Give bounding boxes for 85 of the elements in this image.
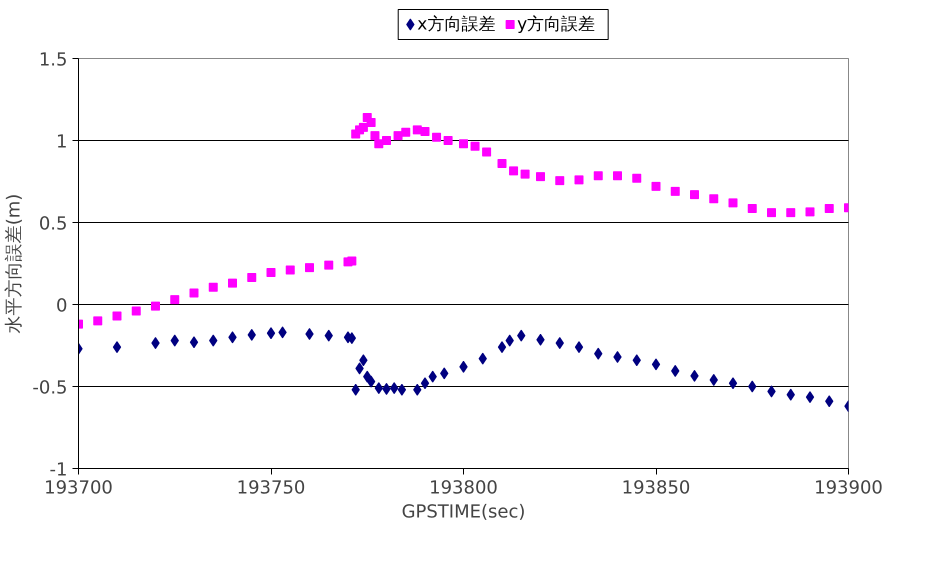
point [151,302,160,311]
point [190,336,198,348]
point [266,268,276,278]
y-tick-label: 0 [56,296,68,316]
point [748,204,757,214]
point [366,118,376,127]
point [470,142,480,151]
point [459,139,468,148]
point [420,377,430,390]
point [520,170,530,179]
point [767,208,776,218]
point [432,132,442,142]
point [374,139,384,148]
point [382,136,391,145]
x-tick-label: 193850 [622,478,690,498]
x-axis-title: GPSTIME(sec) [402,502,526,522]
point [382,382,391,395]
point [574,175,584,184]
point [482,147,492,156]
point [806,207,814,216]
point [613,350,622,363]
point [555,176,564,186]
point [398,384,406,396]
point [401,128,410,137]
point [170,295,180,304]
y-tick-label: -0.5 [32,378,68,398]
point [709,194,718,204]
y-tick-label: 1.5 [38,50,68,70]
point [358,122,368,132]
point [324,260,334,270]
point [286,266,295,275]
x-tick-label: 193750 [236,478,306,498]
point [652,182,660,191]
point [278,326,287,338]
point [498,158,506,168]
y-tick-label: -1 [50,460,68,480]
x-tick-label: 193700 [44,478,113,498]
point [728,377,738,390]
point [670,186,680,196]
point [536,172,545,182]
point [594,171,603,180]
y-tick-label: 1 [56,132,68,152]
point [366,376,376,388]
x-tick-label: 193900 [814,478,883,498]
point [690,370,699,382]
legend-label: x方向誤差 [417,14,496,34]
point [208,282,218,292]
point [632,174,642,183]
x-tick-label: 193800 [429,478,498,498]
point [355,362,364,374]
point [509,166,518,176]
point [786,208,796,218]
point [459,360,468,373]
point [394,131,403,140]
point [728,198,738,208]
point [305,328,314,340]
point [228,331,237,344]
point [806,391,814,404]
legend-label: y方向誤差 [517,14,596,34]
point [132,306,141,316]
point [824,204,834,214]
point [444,136,453,145]
point [767,385,776,398]
point [93,316,102,326]
point [748,380,756,392]
point [112,311,122,320]
point [690,190,699,200]
point [247,272,256,282]
point [190,288,198,298]
point [228,278,237,288]
point [347,256,356,266]
point [359,354,368,366]
point [112,341,122,354]
y-tick-label: 0.5 [38,214,68,234]
point [652,358,660,370]
point [498,341,506,354]
y-axis-title: 水平方向誤差(m) [3,194,24,334]
point [613,171,622,180]
point [370,131,380,140]
point [305,263,314,272]
point [420,126,430,136]
point [574,341,584,354]
point [266,327,276,340]
point [536,334,545,346]
point [151,337,160,350]
